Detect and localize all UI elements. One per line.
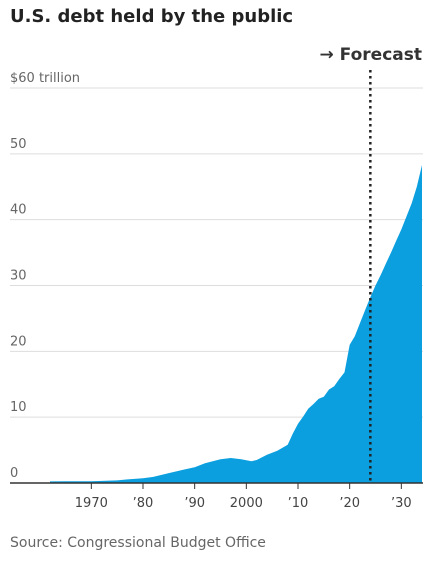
y-tick-label-40: 40	[10, 203, 27, 218]
debt-area	[50, 165, 422, 483]
debt-area-path	[50, 165, 422, 483]
x-tick-label-2030: ’30	[391, 496, 412, 511]
x-tick-label-2010: ’10	[288, 496, 309, 511]
x-tick-label-1980: ’80	[133, 496, 154, 511]
y-axis-ticks: 0 10 20 30 40 50 $60 trillion	[10, 71, 80, 481]
y-tick-label-20: 20	[10, 334, 27, 349]
x-tick-label-1990: ’90	[184, 496, 205, 511]
x-tick-label-2000: 2000	[230, 496, 263, 511]
y-tick-label-50: 50	[10, 137, 27, 152]
source-note: Source: Congressional Budget Office	[10, 535, 266, 551]
x-axis-ticks: 1970 ’80 ’90 2000 ’10 ’20 ’30	[75, 483, 412, 511]
x-tick-label-1970: 1970	[75, 496, 108, 511]
x-tick-label-2020: ’20	[339, 496, 360, 511]
y-tick-label-0: 0	[10, 466, 18, 481]
y-tick-label-30: 30	[10, 269, 27, 284]
chart-title: U.S. debt held by the public	[10, 6, 294, 27]
forecast-label: → Forecast	[320, 45, 422, 65]
forecast-marker: → Forecast	[320, 45, 422, 483]
y-tick-label-60: $60 trillion	[10, 71, 80, 86]
y-tick-label-10: 10	[10, 400, 27, 415]
